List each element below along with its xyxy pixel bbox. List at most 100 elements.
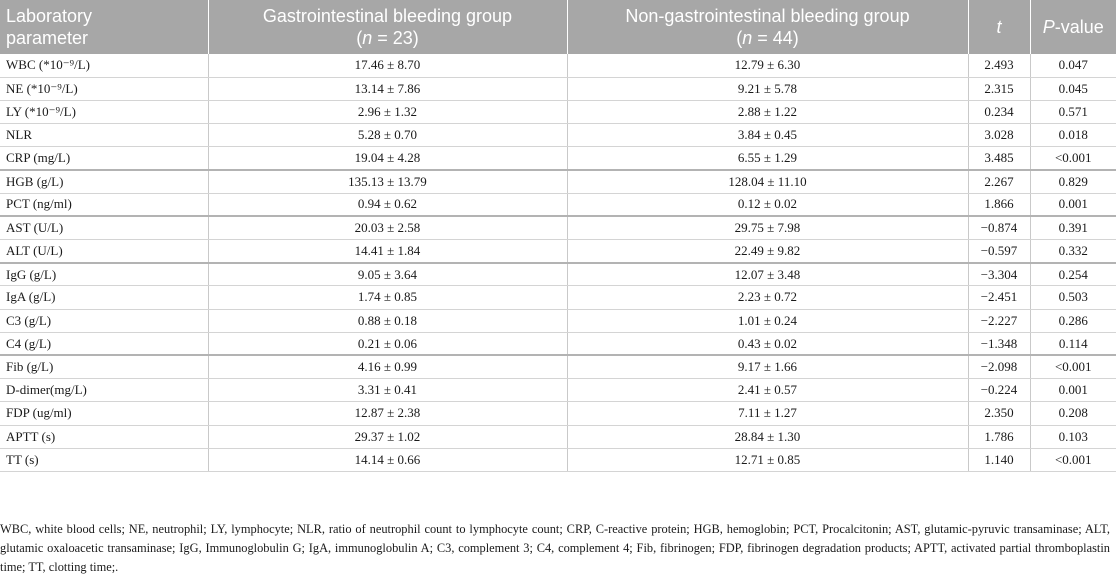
- cell-gi-value: 4.16 ± 0.99: [208, 355, 568, 380]
- cell-t-value: 2.315: [968, 77, 1031, 101]
- cell-parameter: NE (*10⁻⁹/L): [0, 77, 209, 101]
- cell-gi-value: 5.28 ± 0.70: [208, 123, 568, 148]
- cell-t-value: −3.304: [968, 262, 1031, 287]
- cell-p-value: 0.254: [1030, 262, 1116, 287]
- table-row: ALT (U/L) 14.41 ± 1.84 22.49 ± 9.82 −0.597 0…: [0, 239, 1116, 264]
- cell-non-gi-value: 2.41 ± 0.57: [567, 378, 969, 403]
- header-gi-n-suffix: = 23): [372, 28, 419, 48]
- cell-parameter: ALT (U/L): [0, 239, 209, 264]
- header-laboratory-parameter: Laboratory parameter: [0, 0, 209, 54]
- cell-parameter: HGB (g/L): [0, 169, 209, 194]
- header-p-suffix: -value: [1054, 17, 1104, 37]
- cell-gi-value: 13.14 ± 7.86: [208, 77, 568, 101]
- cell-parameter: NLR: [0, 123, 209, 148]
- cell-t-value: 2.350: [968, 401, 1031, 426]
- cell-parameter: C3 (g/L): [0, 309, 209, 333]
- cell-parameter: D-dimer(mg/L): [0, 378, 209, 403]
- cell-non-gi-value: 0.43 ± 0.02: [567, 332, 969, 357]
- cell-t-value: 0.234: [968, 100, 1031, 125]
- cell-p-value: 0.047: [1030, 54, 1116, 78]
- table-row: CRP (mg/L) 19.04 ± 4.28 6.55 ± 1.29 3.485 <0…: [0, 146, 1116, 171]
- cell-parameter: IgA (g/L): [0, 285, 209, 310]
- table-row: TT (s) 14.14 ± 0.66 12.71 ± 0.85 1.140 <0.00…: [0, 448, 1116, 472]
- header-gi-n-prefix: (: [356, 28, 363, 48]
- cell-non-gi-value: 28.84 ± 1.30: [567, 425, 969, 449]
- cell-t-value: 3.485: [968, 146, 1031, 171]
- cell-gi-value: 14.14 ± 0.66: [208, 448, 568, 472]
- lab-parameters-table-container: Laboratory parameter Gastrointestinal bl…: [0, 0, 1116, 472]
- cell-non-gi-value: 12.79 ± 6.30: [567, 54, 969, 78]
- table-row: C3 (g/L) 0.88 ± 0.18 1.01 ± 0.24 −2.227 0.28…: [0, 309, 1116, 333]
- cell-non-gi-value: 7.11 ± 1.27: [567, 401, 969, 426]
- cell-gi-value: 135.13 ± 13.79: [208, 169, 568, 194]
- cell-p-value: 0.391: [1030, 216, 1116, 241]
- cell-gi-value: 1.74 ± 0.85: [208, 285, 568, 310]
- header-t-label: t: [996, 17, 1002, 37]
- table-body: WBC (*10⁻⁹/L) 17.46 ± 8.70 12.79 ± 6.30 2.4…: [0, 54, 1116, 472]
- header-non-gi-n-prefix: (: [736, 28, 743, 48]
- table-row: C4 (g/L) 0.21 ± 0.06 0.43 ± 0.02 −1.348 0.11…: [0, 332, 1116, 357]
- cell-t-value: 1.786: [968, 425, 1031, 449]
- cell-t-value: −0.224: [968, 378, 1031, 403]
- cell-non-gi-value: 128.04 ± 11.10: [567, 169, 969, 194]
- cell-p-value: 0.503: [1030, 285, 1116, 310]
- header-p-value: P-value: [1030, 0, 1116, 54]
- cell-gi-value: 14.41 ± 1.84: [208, 239, 568, 264]
- cell-t-value: −0.597: [968, 239, 1031, 264]
- cell-gi-value: 0.94 ± 0.62: [208, 193, 568, 218]
- cell-p-value: 0.332: [1030, 239, 1116, 264]
- cell-non-gi-value: 9.17 ± 1.66: [567, 355, 969, 380]
- cell-p-value: 0.829: [1030, 169, 1116, 194]
- header-gi-bleeding-group: Gastrointestinal bleeding group (n = 23): [208, 0, 568, 54]
- header-param-line2: parameter: [6, 28, 89, 48]
- cell-p-value: 0.103: [1030, 425, 1116, 449]
- cell-gi-value: 0.21 ± 0.06: [208, 332, 568, 357]
- table-row: LY (*10⁻⁹/L) 2.96 ± 1.32 2.88 ± 1.22 0.234 0…: [0, 100, 1116, 125]
- cell-t-value: 1.866: [968, 193, 1031, 218]
- table-footnote: WBC, white blood cells; NE, neutrophil; …: [0, 522, 1110, 574]
- cell-p-value: 0.001: [1030, 378, 1116, 403]
- cell-p-value: <0.001: [1030, 146, 1116, 171]
- table-row: FDP (ug/ml) 12.87 ± 2.38 7.11 ± 1.27 2.350 0…: [0, 401, 1116, 426]
- table-header: Laboratory parameter Gastrointestinal bl…: [0, 0, 1116, 54]
- cell-p-value: 0.045: [1030, 77, 1116, 101]
- cell-parameter: C4 (g/L): [0, 332, 209, 357]
- table-row: NE (*10⁻⁹/L) 13.14 ± 7.86 9.21 ± 5.78 2.315…: [0, 77, 1116, 101]
- table-row: IgG (g/L) 9.05 ± 3.64 12.07 ± 3.48 −3.304 0.…: [0, 262, 1116, 287]
- table-row: Fib (g/L) 4.16 ± 0.99 9.17 ± 1.66 −2.098 <0.…: [0, 355, 1116, 380]
- cell-p-value: 0.001: [1030, 193, 1116, 218]
- cell-t-value: 2.267: [968, 169, 1031, 194]
- header-t: t: [968, 0, 1031, 54]
- cell-p-value: 0.571: [1030, 100, 1116, 125]
- cell-gi-value: 17.46 ± 8.70: [208, 54, 568, 78]
- cell-gi-value: 3.31 ± 0.41: [208, 378, 568, 403]
- cell-t-value: −1.348: [968, 332, 1031, 357]
- cell-gi-value: 20.03 ± 2.58: [208, 216, 568, 241]
- header-non-gi-line1: Non-gastrointestinal bleeding group: [625, 6, 910, 26]
- header-non-gi-n-suffix: = 44): [752, 28, 799, 48]
- cell-non-gi-value: 29.75 ± 7.98: [567, 216, 969, 241]
- cell-non-gi-value: 0.12 ± 0.02: [567, 193, 969, 218]
- header-param-line1: Laboratory: [6, 6, 93, 26]
- cell-non-gi-value: 9.21 ± 5.78: [567, 77, 969, 101]
- cell-parameter: IgG (g/L): [0, 262, 209, 287]
- cell-gi-value: 12.87 ± 2.38: [208, 401, 568, 426]
- cell-gi-value: 0.88 ± 0.18: [208, 309, 568, 333]
- cell-t-value: −0.874: [968, 216, 1031, 241]
- cell-p-value: <0.001: [1030, 355, 1116, 380]
- cell-parameter: TT (s): [0, 448, 209, 472]
- cell-parameter: PCT (ng/ml): [0, 193, 209, 218]
- header-non-gi-bleeding-group: Non-gastrointestinal bleeding group (n =…: [567, 0, 969, 54]
- cell-non-gi-value: 3.84 ± 0.45: [567, 123, 969, 148]
- table-row: WBC (*10⁻⁹/L) 17.46 ± 8.70 12.79 ± 6.30 2.4…: [0, 54, 1116, 78]
- cell-t-value: −2.098: [968, 355, 1031, 380]
- cell-non-gi-value: 6.55 ± 1.29: [567, 146, 969, 171]
- cell-parameter: APTT (s): [0, 425, 209, 449]
- cell-t-value: 2.493: [968, 54, 1031, 78]
- cell-p-value: 0.286: [1030, 309, 1116, 333]
- cell-non-gi-value: 2.23 ± 0.72: [567, 285, 969, 310]
- table-row: D-dimer(mg/L) 3.31 ± 0.41 2.41 ± 0.57 −0.22…: [0, 378, 1116, 403]
- cell-t-value: −2.451: [968, 285, 1031, 310]
- cell-gi-value: 19.04 ± 4.28: [208, 146, 568, 171]
- cell-parameter: Fib (g/L): [0, 355, 209, 380]
